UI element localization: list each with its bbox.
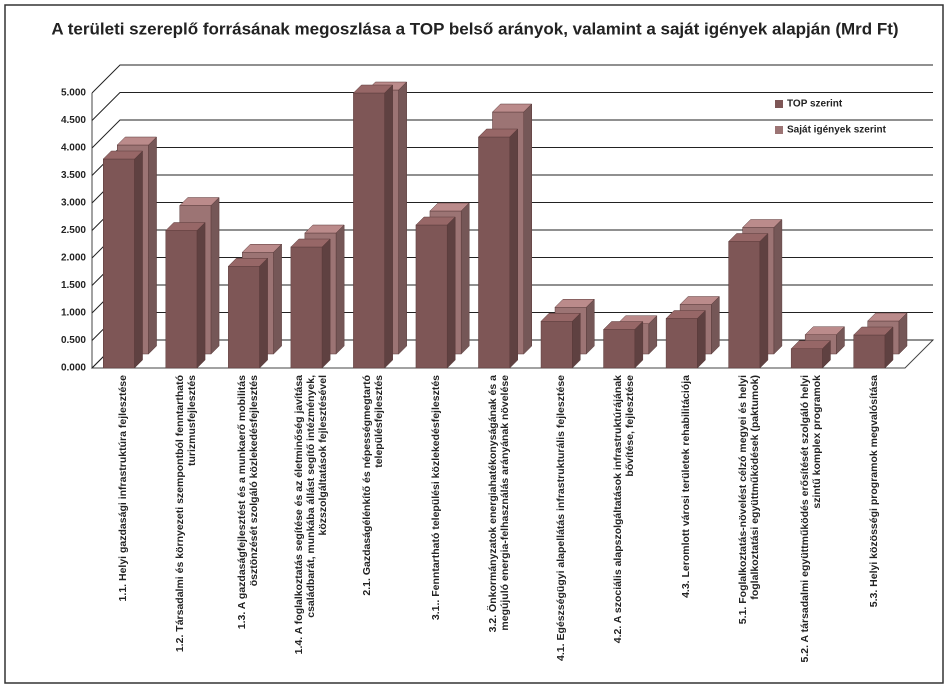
x-tick-label: 3.1.. Fenntartható települési közlekedés…: [429, 375, 442, 621]
bar-face: [603, 329, 636, 369]
bar-side: [134, 150, 143, 369]
y-tick-label: 1.000: [61, 308, 86, 319]
y-tick-label: 4.000: [61, 143, 86, 154]
bar: [790, 340, 832, 369]
bar-side: [523, 103, 533, 355]
bar: [540, 312, 581, 369]
bar-face: [103, 158, 135, 369]
legend-label: Saját igények szerint: [787, 125, 887, 136]
bar-side: [398, 81, 407, 355]
x-tick-label: 1.3. A gazdaságfejlesztést és a munkaerő…: [236, 375, 261, 630]
bar-side: [335, 224, 345, 355]
y-tick-label: 5.000: [61, 88, 86, 99]
x-tick-label: 5.3. Helyi közösségi programok megvalósí…: [867, 375, 880, 608]
y-tick-label: 1.500: [61, 280, 86, 291]
bar-face: [853, 334, 886, 369]
bar-face: [165, 230, 198, 369]
x-tick-label: 1.2. Társadalmi és környezeti szempontbó…: [173, 375, 198, 653]
bar-side: [321, 238, 331, 369]
bar-side: [648, 315, 658, 355]
bar-side: [509, 128, 519, 369]
bar: [352, 84, 394, 369]
bar-side: [259, 257, 268, 369]
bar-side: [759, 232, 769, 369]
bar-side: [836, 326, 845, 355]
bar-face: [728, 241, 761, 369]
x-tick-label: 1.1. Helyi gazdasági infrastruktúra fejl…: [117, 375, 130, 602]
bar-face: [290, 246, 323, 369]
x-tick-label: 5.1. Foglalkoztatás-növelést célzó megye…: [736, 375, 761, 625]
x-tick-label: 2.1. Gazdaságélénkítő és népességmegtart…: [361, 375, 386, 596]
bar-side: [196, 221, 206, 369]
bar-side: [773, 218, 783, 355]
bar-face: [790, 348, 823, 369]
x-tick-label: 5.2. A társadalmi együttműködés erősítés…: [799, 375, 824, 663]
bar-side: [273, 243, 282, 355]
bar-side: [446, 216, 456, 369]
bar: [477, 128, 519, 369]
y-tick-label: 0.000: [61, 363, 86, 374]
x-tick-label: 4.1. Egészségügyi alapellátás infrastruk…: [555, 375, 568, 661]
bar: [290, 238, 331, 369]
x-tick-label: 3.2. Önkormányzatok energiahatékonyságán…: [486, 375, 511, 633]
bar-side: [460, 202, 470, 355]
bar-side: [634, 320, 644, 369]
bar-face: [540, 321, 573, 369]
bar-face: [228, 266, 260, 369]
y-tick-label: 2.000: [61, 253, 86, 264]
bar-side: [384, 84, 393, 369]
bar: [415, 216, 456, 369]
grid-line: [91, 119, 933, 149]
legend-swatch: [775, 126, 783, 134]
bar: [665, 309, 706, 369]
grid-line: [91, 92, 933, 121]
y-tick-label: 2.500: [61, 225, 86, 236]
y-tick-label: 0.500: [61, 335, 86, 346]
bar-side: [148, 136, 157, 355]
bar: [165, 221, 206, 369]
bar: [602, 320, 644, 369]
bar-side: [572, 312, 581, 369]
chart-title: A területi szereplő forrásának megoszlás…: [51, 19, 898, 38]
bar: [853, 326, 894, 369]
bar: [102, 150, 144, 369]
bar-side: [884, 326, 894, 369]
legend-swatch: [775, 100, 783, 108]
bar-side: [822, 340, 831, 369]
y-tick-label: 4.500: [61, 115, 86, 126]
x-tick-label: 4.2. A szociális alapszolgáltatások infr…: [611, 375, 636, 644]
bar-side: [898, 312, 908, 355]
x-tick-label: 4.3. Leromlott városi területek rehabili…: [680, 375, 693, 598]
y-tick-label: 3.000: [61, 198, 86, 209]
bar-side: [711, 295, 720, 355]
x-tick-label: 1.4. A foglalkoztatás segítése és az éle…: [292, 375, 329, 655]
bar-face: [353, 92, 385, 369]
bar-face: [665, 318, 698, 369]
bar-side: [210, 196, 220, 355]
bar: [227, 257, 269, 369]
bar-side: [697, 309, 706, 369]
legend-label: TOP szerint: [787, 99, 843, 110]
bar-side: [586, 298, 595, 355]
bar-face: [478, 136, 511, 369]
grid-line: [91, 64, 933, 94]
y-tick-label: 3.500: [61, 170, 86, 181]
bar: [728, 232, 769, 369]
frame: [4, 4, 944, 684]
bar-face: [415, 224, 448, 369]
